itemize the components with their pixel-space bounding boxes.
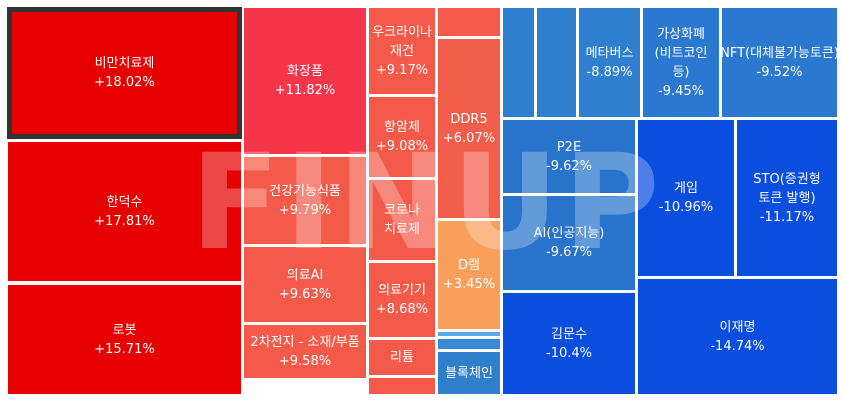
treemap-tile[interactable]: 비만치료제 +18.02% bbox=[7, 7, 242, 139]
tile-label: 한덕수 bbox=[106, 194, 143, 210]
tile-label: 2차전지 - 소재/부품 bbox=[250, 334, 360, 350]
tile-label: D램 bbox=[458, 258, 480, 273]
treemap-tile[interactable]: D램 +3.45% bbox=[437, 220, 501, 330]
treemap-tile[interactable]: 건강기능식품 +9.79% bbox=[243, 156, 367, 245]
tile-value: +11.82% bbox=[274, 83, 336, 98]
tile-value: +17.81% bbox=[94, 213, 155, 229]
tile-label: 블록체인 bbox=[445, 365, 493, 381]
treemap-tile[interactable]: 가상화폐(비트코인 등) -9.45% bbox=[642, 7, 720, 118]
tile-value: -9.45% bbox=[658, 83, 704, 99]
tile-label: 가상화폐(비트코인 등) bbox=[654, 26, 708, 80]
tile-value: -11.17% bbox=[759, 209, 815, 225]
tile-label: 메타버스 bbox=[585, 45, 634, 61]
treemap-tile[interactable]: STO(증권형 토큰 발행) -11.17% bbox=[736, 119, 838, 277]
tile-label: 코로나 치료제 bbox=[384, 203, 420, 237]
tile-value: -8.89% bbox=[586, 64, 633, 80]
treemap-tile[interactable]: AI(인공지능) -9.67% bbox=[502, 195, 636, 291]
treemap-tile[interactable]: 리튬 bbox=[368, 339, 436, 376]
tile-label: 리튬 bbox=[390, 350, 414, 365]
tile-value: +6.07% bbox=[442, 130, 496, 146]
treemap-tile[interactable]: NFT(대체불가능토큰) -9.52% bbox=[721, 7, 838, 118]
tile-label: 게임 bbox=[674, 181, 698, 196]
tile-value: +15.71% bbox=[94, 341, 155, 357]
tile-value: +9.63% bbox=[278, 286, 332, 302]
treemap-tile[interactable]: 항암제 +9.08% bbox=[368, 96, 436, 178]
tile-label: 화장품 bbox=[287, 64, 323, 79]
treemap-tile[interactable] bbox=[437, 331, 501, 337]
tile-label: STO(증권형 토큰 발행) bbox=[753, 171, 821, 206]
tile-label: 의료기기 bbox=[378, 283, 426, 298]
tile-label: DDR5 bbox=[450, 111, 488, 127]
treemap-tile[interactable]: DDR5 +6.07% bbox=[437, 38, 501, 219]
tile-label: NFT(대체불가능토큰) bbox=[721, 45, 838, 61]
treemap-tile[interactable]: 2차전지 - 소재/부품 +9.58% bbox=[243, 324, 367, 379]
tile-value: +8.68% bbox=[375, 302, 429, 317]
treemap-tile[interactable] bbox=[437, 338, 501, 350]
tile-label: 건강기능식품 bbox=[269, 183, 341, 199]
tile-value: -9.67% bbox=[546, 245, 592, 260]
tile-label: P2E bbox=[556, 139, 582, 155]
tile-label: 우크라이나 재건 bbox=[372, 24, 432, 59]
treemap-tile[interactable]: 김문수 -10.4% bbox=[502, 292, 636, 395]
treemap-tile[interactable]: P2E -9.62% bbox=[502, 119, 636, 194]
treemap-tile[interactable]: 코로나 치료제 bbox=[368, 179, 436, 261]
tile-label: 의료AI bbox=[286, 267, 324, 283]
tile-label: 김문수 bbox=[551, 326, 587, 342]
treemap-tile[interactable]: 화장품 +11.82% bbox=[243, 7, 367, 155]
treemap-tile[interactable]: 게임 -10.96% bbox=[637, 119, 735, 277]
tile-label: 항암제 bbox=[384, 120, 420, 135]
tile-value: +3.45% bbox=[442, 277, 496, 292]
treemap-tile[interactable]: 한덕수 +17.81% bbox=[7, 141, 242, 282]
tile-label: 비만치료제 bbox=[94, 56, 155, 71]
tile-label: 이재명 bbox=[719, 319, 756, 335]
tile-label: AI(인공지능) bbox=[533, 226, 605, 241]
tile-value: +9.17% bbox=[375, 62, 429, 78]
treemap-tile[interactable] bbox=[536, 7, 577, 118]
treemap-tile[interactable]: 이재명 -14.74% bbox=[637, 278, 838, 395]
treemap-tile[interactable]: 로봇 +15.71% bbox=[7, 284, 242, 395]
treemap-tile[interactable]: 의료기기 +8.68% bbox=[368, 262, 436, 338]
tile-label: 로봇 bbox=[112, 322, 137, 338]
treemap-tile[interactable]: 우크라이나 재건 +9.17% bbox=[368, 7, 436, 95]
tile-value: +9.58% bbox=[278, 353, 332, 369]
tile-value: -9.52% bbox=[756, 64, 803, 80]
tile-value: +18.02% bbox=[94, 75, 155, 90]
treemap-tile[interactable]: 블록체인 bbox=[437, 351, 501, 395]
tile-value: -9.62% bbox=[546, 158, 592, 174]
tile-value: +9.08% bbox=[375, 139, 429, 154]
treemap-tile[interactable]: 메타버스 -8.89% bbox=[578, 7, 641, 118]
treemap-tile[interactable] bbox=[502, 7, 535, 118]
tile-value: -14.74% bbox=[710, 338, 765, 354]
treemap-tile[interactable] bbox=[437, 7, 501, 37]
tile-value: +9.79% bbox=[278, 202, 332, 218]
treemap-tile[interactable] bbox=[368, 377, 436, 395]
tile-value: -10.96% bbox=[658, 200, 714, 215]
tile-value: -10.4% bbox=[546, 345, 592, 361]
treemap-tile[interactable]: 의료AI +9.63% bbox=[243, 246, 367, 323]
